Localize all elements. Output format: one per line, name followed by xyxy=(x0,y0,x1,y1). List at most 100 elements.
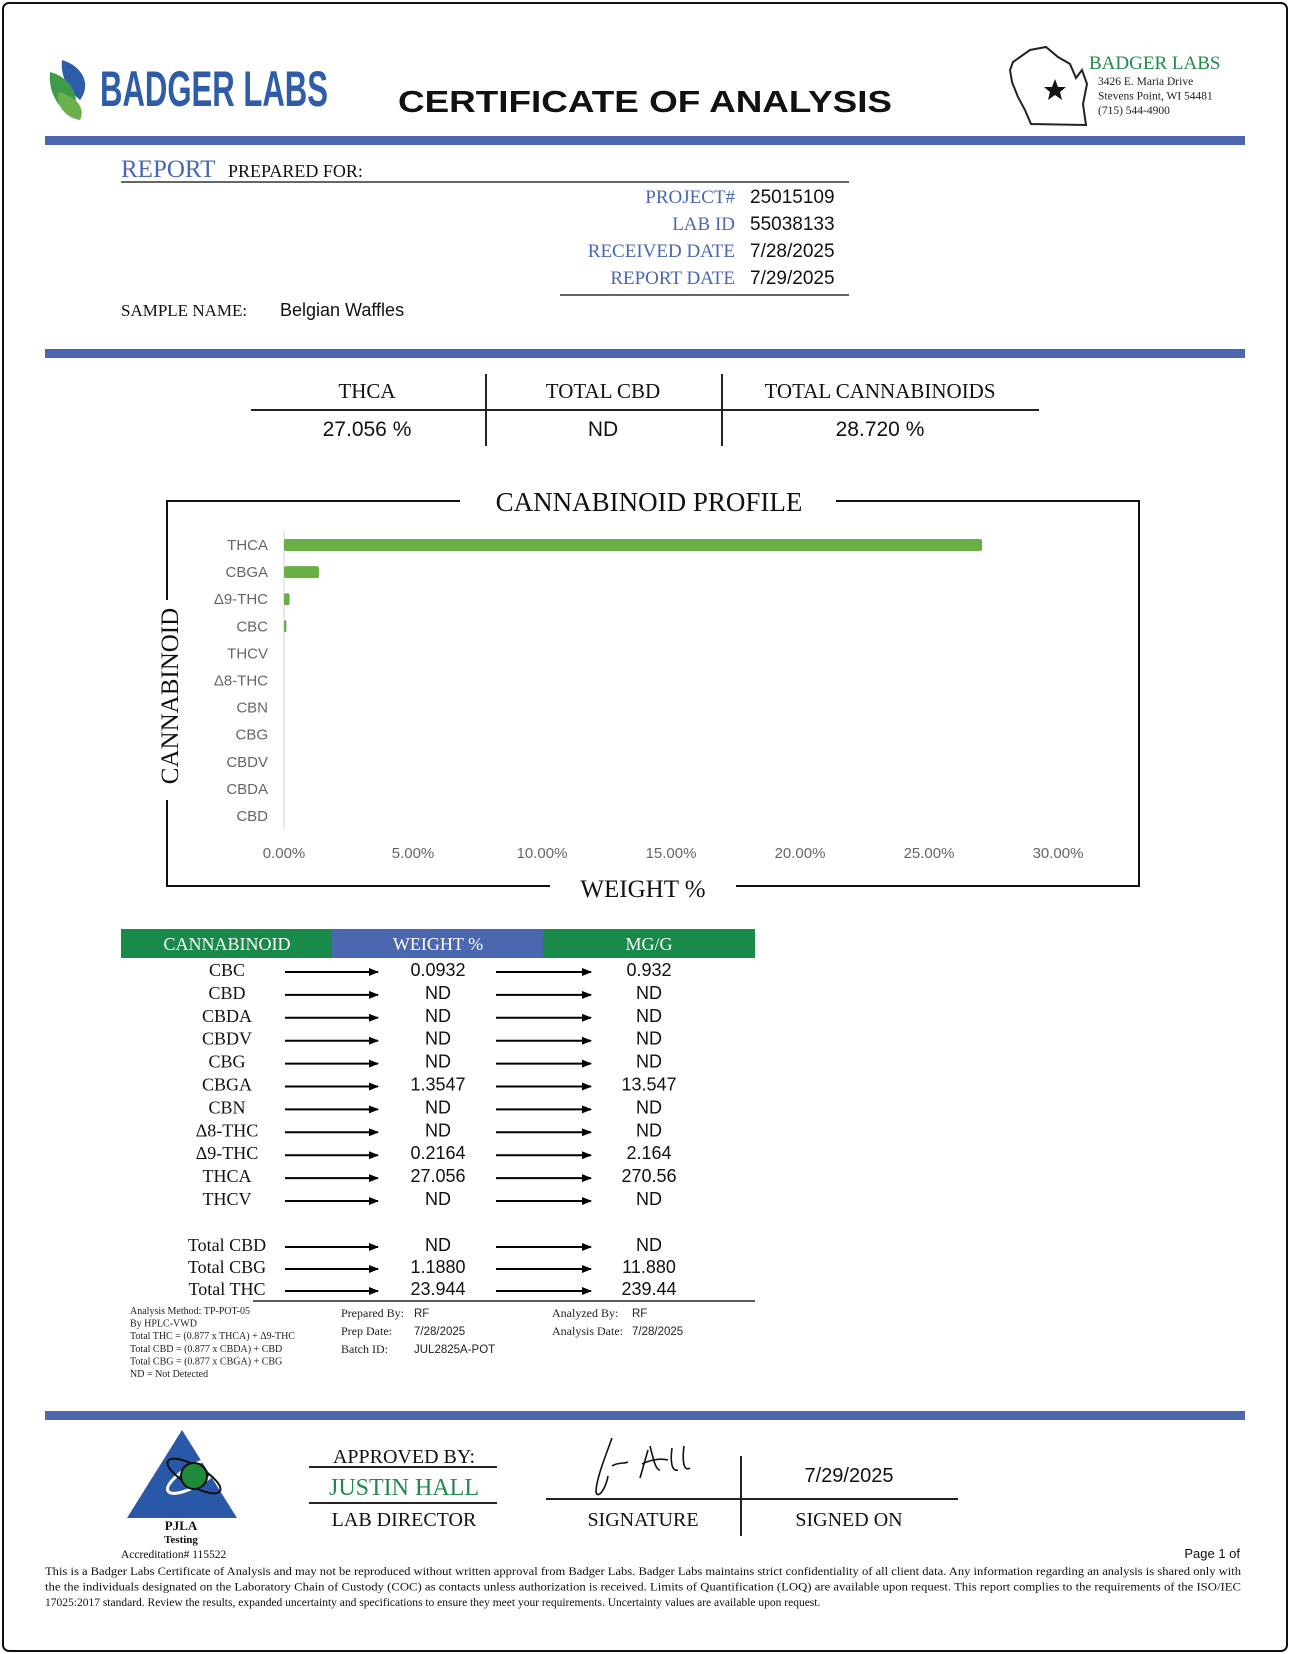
method-note: Analysis Method: TP-POT-05 xyxy=(130,1306,250,1317)
field-label: RECEIVED DATE xyxy=(588,241,735,262)
approver-role: LAB DIRECTOR xyxy=(332,1509,477,1531)
mg-value: 270.56 xyxy=(621,1166,676,1186)
summary-value: 28.720 % xyxy=(836,418,925,441)
field-label: LAB ID xyxy=(672,214,735,235)
bar xyxy=(284,566,319,579)
field-label: REPORT DATE xyxy=(610,268,735,289)
method-note: Total THC = (0.877 x THCA) + Δ9-THC xyxy=(130,1331,295,1342)
y-tick-label: THCA xyxy=(227,537,268,554)
y-tick-label: CBG xyxy=(235,727,268,744)
prep-value: RF xyxy=(414,1308,429,1320)
mg-value: ND xyxy=(636,1235,662,1255)
column-header: WEIGHT % xyxy=(393,934,483,954)
mg-value: 13.547 xyxy=(621,1075,676,1095)
label-gap xyxy=(550,872,736,902)
divider xyxy=(45,1411,1245,1420)
method-note: Total CBD = (0.877 x CBDA) + CBD xyxy=(130,1344,282,1355)
divider xyxy=(45,349,1245,358)
summary-header: TOTAL CANNABINOIDS xyxy=(764,379,995,403)
address-line: 3426 E. Maria Drive xyxy=(1098,76,1193,88)
approved-label: APPROVED BY: xyxy=(333,1446,475,1468)
cannabinoid-name: Δ8-THC xyxy=(196,1120,259,1140)
method-note: Total CBG = (0.877 x CBGA) + CBG xyxy=(130,1356,282,1367)
column-header: CANNABINOID xyxy=(164,934,291,954)
cannabinoid-name: CBG xyxy=(208,1052,245,1072)
cannabinoid-name: THCA xyxy=(203,1166,252,1186)
prep-label: Batch ID: xyxy=(341,1342,388,1356)
summary-header: TOTAL CBD xyxy=(546,379,660,403)
field-value: 7/28/2025 xyxy=(750,241,835,262)
mg-value: ND xyxy=(636,1097,662,1117)
weight-value: ND xyxy=(425,1189,451,1209)
summary-value: ND xyxy=(588,418,618,441)
bar xyxy=(284,620,287,633)
mg-value: 11.880 xyxy=(622,1257,676,1277)
bar xyxy=(284,539,983,551)
x-axis-label: WEIGHT % xyxy=(580,876,705,903)
cannabinoid-name: Δ9-THC xyxy=(196,1143,259,1163)
bar xyxy=(284,593,290,606)
analysis-label: Analysis Date: xyxy=(552,1324,623,1338)
field-value: 25015109 xyxy=(750,187,835,208)
sample-label: SAMPLE NAME: xyxy=(121,301,247,320)
method-note: ND = Not Detected xyxy=(130,1369,208,1380)
x-tick-label: 0.00% xyxy=(263,845,306,862)
x-tick-label: 5.00% xyxy=(392,845,435,862)
y-tick-label: Δ8-THC xyxy=(214,673,268,690)
mg-value: ND xyxy=(636,1052,662,1072)
disclaimer-line: 17025:2017 standard. Review the results,… xyxy=(45,1597,820,1609)
weight-value: 1.1880 xyxy=(410,1257,465,1277)
summary-header: THCA xyxy=(338,379,396,403)
y-tick-label: CBGA xyxy=(225,564,268,581)
chart-title: CANNABINOID PROFILE xyxy=(496,487,803,517)
weight-value: ND xyxy=(425,1029,451,1049)
mg-value: 239.44 xyxy=(621,1279,676,1299)
weight-value: ND xyxy=(425,1097,451,1117)
analysis-value: RF xyxy=(632,1308,647,1320)
cannabinoid-name: CBGA xyxy=(202,1075,252,1095)
cannabinoid-name: THCV xyxy=(203,1189,252,1209)
sample-name: Belgian Waffles xyxy=(280,300,404,320)
accreditation: Accreditation# 115522 xyxy=(121,1549,227,1561)
prep-label: Prep Date: xyxy=(341,1324,392,1338)
y-tick-label: CBDA xyxy=(226,781,268,798)
header-cell xyxy=(121,929,332,958)
x-tick-label: 25.00% xyxy=(904,845,955,862)
cannabinoid-name: CBC xyxy=(209,960,245,980)
pjla-testing: Testing xyxy=(164,1534,198,1546)
cannabinoid-name: Total THC xyxy=(189,1279,266,1299)
field-value: 7/29/2025 xyxy=(750,268,835,289)
prep-value: 7/28/2025 xyxy=(414,1326,465,1338)
x-tick-label: 10.00% xyxy=(517,845,568,862)
mg-value: ND xyxy=(636,1029,662,1049)
weight-value: ND xyxy=(425,1052,451,1072)
pjla-name: PJLA xyxy=(165,1518,198,1533)
lab-name: BADGER LABS xyxy=(1089,53,1220,74)
cannabinoid-name: Total CBG xyxy=(188,1257,266,1277)
page-number: Page 1 of xyxy=(1184,1546,1240,1561)
weight-value: ND xyxy=(425,983,451,1003)
header-cell xyxy=(332,929,543,958)
prep-label: Prepared By: xyxy=(341,1306,404,1320)
column-header: MG/G xyxy=(625,934,672,954)
weight-value: 27.056 xyxy=(410,1166,465,1186)
title-gap xyxy=(460,488,836,516)
mg-value: ND xyxy=(636,1189,662,1209)
mg-value: 2.164 xyxy=(626,1143,671,1163)
signature-label: SIGNATURE xyxy=(587,1509,698,1531)
weight-value: 1.3547 xyxy=(410,1075,465,1095)
field-value: 55038133 xyxy=(750,214,835,235)
weight-value: 23.944 xyxy=(410,1279,465,1299)
brand-logo xyxy=(49,60,86,120)
document-title: CERTIFICATE OF ANALYSIS xyxy=(398,84,892,119)
mg-value: ND xyxy=(636,983,662,1003)
cannabinoid-name: Total CBD xyxy=(188,1235,266,1255)
x-tick-label: 20.00% xyxy=(775,845,826,862)
disclaimer-line: This is a Badger Labs Certificate of Ana… xyxy=(45,1566,1241,1578)
signed-on-label: SIGNED ON xyxy=(795,1509,902,1531)
header-cell xyxy=(543,929,755,958)
mg-value: ND xyxy=(636,1120,662,1140)
weight-value: ND xyxy=(425,1235,451,1255)
divider xyxy=(45,136,1245,145)
